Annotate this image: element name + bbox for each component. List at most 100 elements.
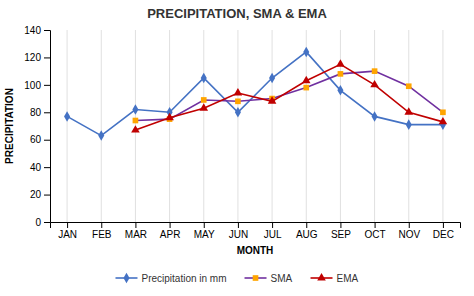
y-axis: 0 20 40 60 80 100 120 140	[24, 25, 50, 228]
marker	[303, 85, 309, 91]
marker	[406, 83, 412, 89]
tick-label: 40	[30, 162, 42, 173]
series-line	[67, 52, 443, 136]
x-tick: APR	[160, 222, 181, 240]
tick-label: NOV	[398, 229, 420, 240]
legend-item: EMA	[311, 273, 359, 284]
x-tick: MAR	[125, 222, 147, 240]
marker	[165, 113, 174, 120]
series	[131, 59, 447, 132]
grid-line	[237, 30, 238, 222]
tick-mark	[272, 222, 273, 228]
y-tick: 80	[30, 107, 50, 118]
x-tick: MAY	[194, 222, 215, 240]
chart-container: PRECIPITATION, SMA & EMAJANFEBMARAPRMAYJ…	[0, 0, 474, 296]
tick-label: SEP	[331, 229, 351, 240]
legend-item: SMA	[245, 273, 293, 284]
marker	[372, 68, 378, 74]
grid	[67, 30, 443, 222]
marker	[268, 96, 277, 103]
tick-mark	[340, 222, 341, 228]
grid-line	[101, 30, 102, 222]
marker	[372, 111, 378, 122]
tick-mark	[409, 222, 410, 228]
tick-mark	[135, 222, 136, 228]
tick-label: 80	[30, 107, 42, 118]
tick-label: 60	[30, 134, 42, 145]
marker	[370, 80, 379, 87]
marker	[199, 103, 208, 110]
tick-label: AUG	[296, 229, 318, 240]
y-tick: 100	[24, 80, 50, 91]
tick-label: APR	[160, 229, 181, 240]
axis-line	[51, 223, 461, 229]
marker	[336, 59, 345, 66]
tick-mark	[238, 222, 239, 228]
x-tick: JUN	[229, 222, 248, 240]
tick-label: JUL	[264, 229, 282, 240]
x-axis: JANFEBMARAPRMAYJUNJULAUGSEPOCTNOVDEC	[51, 222, 461, 240]
tick-label: 0	[35, 217, 41, 228]
plot-area	[64, 47, 447, 141]
tick-mark	[44, 195, 50, 196]
title: PRECIPITATION, SMA & EMA	[147, 6, 327, 21]
tick-label: 140	[24, 25, 41, 36]
tick-label: OCT	[365, 229, 386, 240]
marker	[132, 104, 138, 115]
tick-label: DEC	[433, 229, 454, 240]
grid-line	[203, 30, 204, 222]
marker	[404, 107, 413, 114]
tick-mark	[375, 222, 376, 228]
tick-mark	[443, 222, 444, 228]
marker	[337, 85, 343, 96]
y-tick: 40	[30, 162, 50, 173]
grid-line	[272, 30, 273, 222]
x-axis-title: MONTH	[237, 245, 274, 256]
marker	[201, 97, 207, 103]
marker	[269, 73, 275, 84]
tick-mark	[204, 222, 205, 228]
marker	[98, 130, 104, 141]
tick-mark	[306, 222, 307, 228]
marker	[131, 125, 140, 132]
marker	[302, 76, 311, 83]
y-tick: 20	[30, 189, 50, 200]
marker	[64, 111, 70, 122]
grid-line	[374, 30, 375, 222]
x-tick: FEB	[92, 222, 112, 240]
y-tick: 0	[35, 217, 50, 228]
marker	[338, 71, 344, 77]
y-axis-title: PRECIPITATION	[4, 88, 15, 164]
grid-line	[340, 30, 341, 222]
legend-marker	[123, 273, 129, 284]
tick-mark	[67, 222, 68, 228]
tick-mark	[101, 222, 102, 228]
tick-label: 100	[24, 80, 41, 91]
tick-mark	[44, 57, 50, 58]
tick-mark	[44, 222, 50, 223]
tick-mark	[44, 112, 50, 113]
tick-label: FEB	[92, 229, 112, 240]
legend-item: Precipitation in mm	[115, 273, 226, 284]
x-tick: NOV	[398, 222, 420, 240]
grid-line	[67, 30, 68, 222]
tick-label: MAR	[125, 229, 147, 240]
chart-svg: PRECIPITATION, SMA & EMAJANFEBMARAPRMAYJ…	[0, 0, 474, 296]
series	[64, 47, 446, 141]
marker	[439, 117, 448, 124]
axis-line	[44, 31, 51, 223]
grid-line	[306, 30, 307, 222]
marker	[201, 73, 207, 84]
marker	[133, 118, 139, 124]
grid-line	[169, 30, 170, 222]
legend-label: EMA	[337, 273, 359, 284]
marker	[440, 109, 446, 115]
marker	[234, 88, 243, 95]
tick-mark	[44, 167, 50, 168]
y-tick: 120	[24, 52, 50, 63]
tick-label: JUN	[229, 229, 248, 240]
x-tick: AUG	[296, 222, 318, 240]
legend: Precipitation in mm SMA EMA	[115, 273, 358, 284]
tick-mark	[44, 140, 50, 141]
x-tick: SEP	[331, 222, 351, 240]
